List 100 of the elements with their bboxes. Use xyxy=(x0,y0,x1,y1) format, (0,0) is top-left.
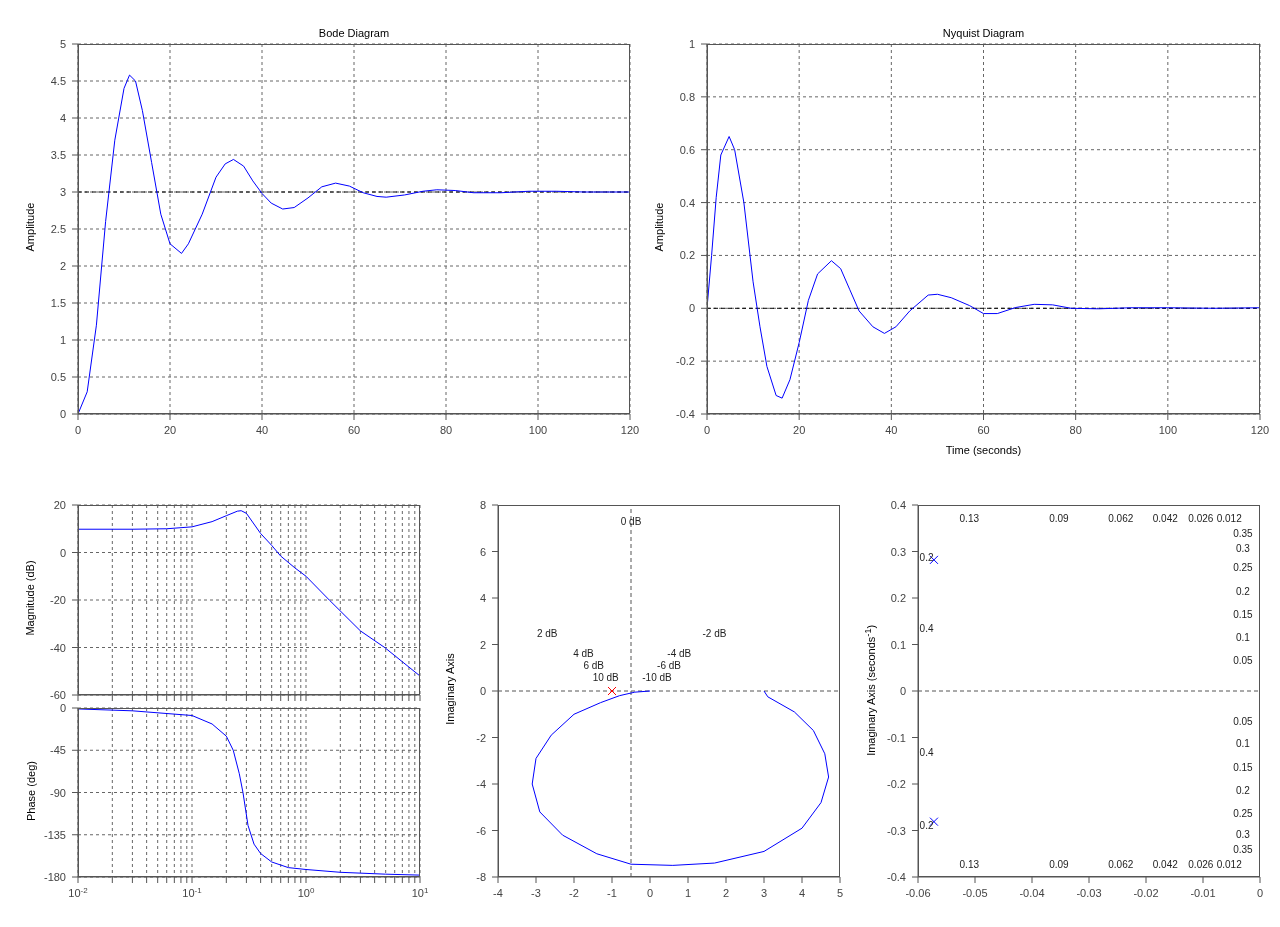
x-tick-label: 60 xyxy=(347,424,361,436)
annotation: -10 dB xyxy=(642,671,672,683)
annotation: 0.2 xyxy=(1235,784,1250,796)
y-tick-label: 0.5 xyxy=(50,371,66,383)
x-tick-label: 120 xyxy=(1250,424,1270,436)
annotation: 0.062 xyxy=(1108,512,1134,524)
y-tick-label: -60 xyxy=(50,689,66,701)
chart-title: Bode Diagram xyxy=(317,27,391,39)
y-tick-label: 1.5 xyxy=(50,297,66,309)
y-tick-label: 4 xyxy=(479,592,486,604)
annotation: 0.026 xyxy=(1188,858,1214,870)
annotation: 0.1 xyxy=(1235,631,1250,643)
x-tick-label: 60 xyxy=(977,424,990,436)
x-tick-label: 5 xyxy=(836,887,844,899)
y-tick-label: 0.6 xyxy=(679,143,695,156)
x-tick-label: 10$^{-2}$ xyxy=(68,885,89,899)
y-axis-title: Imaginary Axis xyxy=(444,652,456,727)
annotation: 6 dB xyxy=(583,659,605,671)
y-tick-label: 3 xyxy=(59,186,66,198)
annotation: 0.05 xyxy=(1233,715,1253,727)
x-tick-label: 20 xyxy=(793,424,806,436)
x-tick-label: 2 xyxy=(722,887,730,899)
y-tick-label: 0 xyxy=(59,546,66,559)
y-tick-label: -20 xyxy=(50,594,66,606)
x-tick-label: 0 xyxy=(646,887,654,899)
annotation: 0.012 xyxy=(1216,512,1242,524)
x-tick-label: 40 xyxy=(885,424,898,436)
y-tick-label: 0.2 xyxy=(890,592,906,604)
x-tick-label: -3 xyxy=(531,887,541,899)
x-tick-label: 120 xyxy=(620,424,640,436)
y-axis-title: Phase (deg) xyxy=(24,759,36,823)
annotation: 0.026 xyxy=(1188,512,1214,524)
chart-title: Nyquist Diagram xyxy=(941,27,1026,39)
y-axis-title: Amplitude xyxy=(24,201,36,254)
x-tick-label: 20 xyxy=(163,424,177,436)
y-tick-label: -90 xyxy=(50,786,66,799)
y-tick-label: -180 xyxy=(43,871,66,883)
annotation: 0.042 xyxy=(1152,512,1178,524)
annotation: 0.012 xyxy=(1216,858,1242,870)
annotation: 0.05 xyxy=(1233,654,1253,666)
annotation: 0.25 xyxy=(1233,807,1253,819)
line-series xyxy=(531,690,830,866)
y-tick-label: -0.2 xyxy=(887,778,906,790)
y-tick-label: -0.3 xyxy=(887,824,906,837)
x-tick-label: 40 xyxy=(255,424,269,436)
annotation: 0.35 xyxy=(1233,527,1253,539)
x-tick-label: 10$^{1}$ xyxy=(411,885,429,899)
y-tick-label: 20 xyxy=(53,499,66,511)
y-tick-label: 0 xyxy=(688,302,695,315)
y-tick-label: -4 xyxy=(476,778,486,790)
y-tick-label: 0 xyxy=(479,685,486,697)
x-tick-label: 0 xyxy=(74,424,82,436)
annotation: 0.13 xyxy=(959,858,980,870)
y-tick-label: 0.4 xyxy=(890,499,906,511)
x-tick-label: 80 xyxy=(1069,424,1082,436)
y-tick-label: -0.4 xyxy=(887,871,906,883)
annotation: 0.35 xyxy=(1233,843,1253,855)
y-tick-label: 0 xyxy=(59,408,66,420)
annotation: 0.09 xyxy=(1049,858,1069,870)
y-tick-label: 0.3 xyxy=(890,545,906,558)
annotation: -2 dB xyxy=(702,627,727,639)
y-tick-label: 0.4 xyxy=(679,196,695,209)
y-tick-label: 0 xyxy=(59,702,66,714)
y-tick-label: -135 xyxy=(43,828,66,841)
annotation: 10 dB xyxy=(592,671,619,683)
x-tick-label: 0 xyxy=(1256,887,1264,899)
x-tick-label: -0.05 xyxy=(962,887,988,899)
y-tick-label: 0.1 xyxy=(890,638,906,651)
x-tick-label: 0 xyxy=(703,424,711,436)
y-tick-label: -45 xyxy=(50,744,66,757)
annotation: 0.3 xyxy=(1235,828,1250,840)
line-series xyxy=(707,136,1260,399)
y-tick-label: 0 xyxy=(899,685,906,697)
y-tick-label: 3.5 xyxy=(50,149,66,161)
annotation: 0.1 xyxy=(1235,737,1250,749)
annotation: 0.13 xyxy=(959,512,980,524)
y-tick-label: 2 xyxy=(479,638,486,651)
y-axis-title: Magnitude (dB) xyxy=(24,559,36,638)
x-tick-label: 100 xyxy=(528,424,548,436)
x-tick-label: -0.02 xyxy=(1133,887,1159,899)
x-tick-label: -1 xyxy=(607,887,617,899)
annotation: 0.09 xyxy=(1049,512,1069,524)
annotation: 4 dB xyxy=(573,647,594,659)
y-axis-title: Amplitude xyxy=(653,201,665,254)
x-tick-label: -4 xyxy=(493,887,503,899)
annotation: 0.062 xyxy=(1108,858,1134,870)
annotation: -4 dB xyxy=(667,647,692,659)
annotation: 0 dB xyxy=(620,515,642,527)
x-tick-label: 4 xyxy=(798,887,806,899)
y-tick-label: -0.4 xyxy=(676,408,695,420)
y-tick-label: -0.1 xyxy=(887,731,906,744)
annotation: 0.15 xyxy=(1233,761,1253,773)
y-tick-label: 5 xyxy=(59,38,66,50)
y-tick-label: 2 xyxy=(59,260,66,272)
y-tick-label: 6 xyxy=(479,545,486,558)
x-tick-label: -0.04 xyxy=(1019,887,1045,899)
y-tick-label: 0.2 xyxy=(679,249,695,262)
annotation: -6 dB xyxy=(657,659,681,671)
annotation: 0.042 xyxy=(1152,858,1178,870)
y-tick-label: 2.5 xyxy=(50,223,66,235)
